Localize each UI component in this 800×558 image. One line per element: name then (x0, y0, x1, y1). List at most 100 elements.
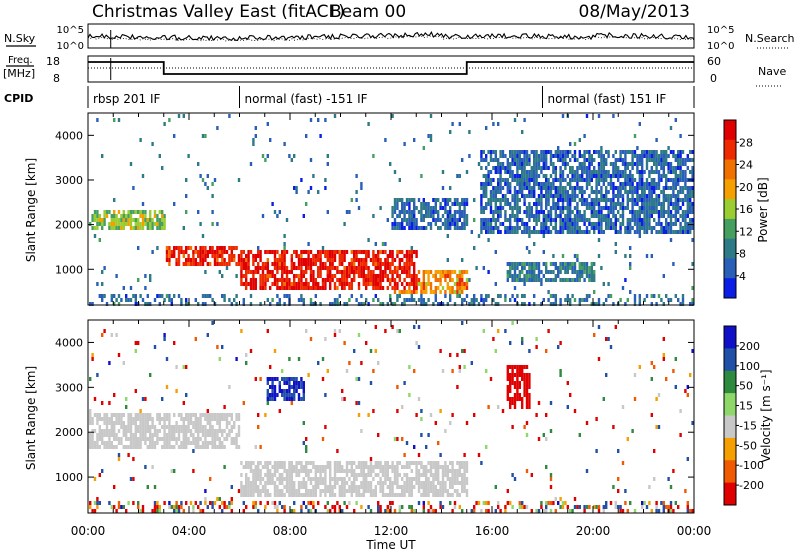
heatmap-cell (495, 206, 497, 210)
heatmap-cell (274, 282, 276, 286)
heatmap-cell (415, 465, 417, 469)
heatmap-cell (223, 262, 225, 266)
heatmap-cell (653, 477, 655, 481)
heatmap-cell (127, 218, 129, 222)
heatmap-cell (677, 150, 679, 154)
heatmap-cell (322, 266, 324, 270)
heatmap-cell (199, 437, 201, 441)
heatmap-cell (257, 254, 259, 258)
heatmap-cell (641, 202, 643, 206)
heatmap-cell (411, 469, 413, 473)
heatmap-cell (658, 393, 660, 397)
heatmap-cell (480, 294, 482, 298)
heatmap-cell (526, 381, 528, 385)
heatmap-cell (353, 469, 355, 473)
heatmap-cell (663, 501, 665, 505)
heatmap-cell (528, 349, 530, 353)
heatmap-cell (639, 218, 641, 222)
heatmap-cell (615, 222, 617, 226)
heatmap-cell (389, 254, 391, 258)
heatmap-cell (173, 134, 175, 138)
heatmap-cell (684, 230, 686, 234)
heatmap-cell (677, 206, 679, 210)
heatmap-cell (665, 210, 667, 214)
heatmap-cell (384, 509, 386, 513)
heatmap-cell (135, 210, 137, 214)
heatmap-cell (651, 254, 653, 258)
heatmap-cell (363, 258, 365, 262)
heatmap-cell (130, 218, 132, 222)
heatmap-cell (571, 278, 573, 282)
heatmap-cell (391, 489, 393, 493)
heatmap-cell (653, 206, 655, 210)
heatmap-cell (339, 465, 341, 469)
heatmap-cell (581, 154, 583, 158)
heatmap-cell (259, 501, 261, 505)
heatmap-cell (235, 357, 237, 361)
heatmap-cell (387, 254, 389, 258)
heatmap-cell (569, 226, 571, 230)
heatmap-cell (634, 178, 636, 182)
heatmap-cell (622, 162, 624, 166)
heatmap-cell (463, 270, 465, 274)
heatmap-cell (569, 194, 571, 198)
heatmap-cell (211, 441, 213, 445)
heatmap-cell (540, 501, 542, 505)
heatmap-cell (91, 421, 93, 425)
heatmap-cell (569, 202, 571, 206)
heatmap-cell (562, 114, 564, 118)
heatmap-cell (408, 286, 410, 290)
heatmap-cell (295, 377, 297, 381)
heatmap-cell (543, 250, 545, 254)
heatmap-cell (610, 294, 612, 298)
heatmap-cell (149, 429, 151, 433)
heatmap-cell (449, 218, 451, 222)
heatmap-cell (267, 262, 269, 266)
heatmap-cell (514, 381, 516, 385)
heatmap-cell (103, 214, 105, 218)
heatmap-cell (199, 246, 201, 250)
heatmap-cell (353, 477, 355, 481)
heatmap-cell (185, 250, 187, 254)
heatmap-cell (651, 186, 653, 190)
heatmap-cell (430, 469, 432, 473)
heatmap-cell (631, 202, 633, 206)
heatmap-cell (663, 202, 665, 206)
heatmap-cell (516, 230, 518, 234)
heatmap-cell (447, 222, 449, 226)
heatmap-cell (312, 274, 314, 278)
heatmap-cell (113, 210, 115, 214)
heatmap-cell (591, 270, 593, 274)
heatmap-cell (684, 178, 686, 182)
heatmap-cell (687, 198, 689, 202)
noise-left-tick-top: 10^5 (57, 25, 84, 36)
heatmap-cell (267, 477, 269, 481)
heatmap-cell (413, 266, 415, 270)
heatmap-cell (394, 465, 396, 469)
heatmap-cell (389, 270, 391, 274)
heatmap-cell (538, 214, 540, 218)
heatmap-cell (245, 485, 247, 489)
heatmap-cell (101, 154, 103, 158)
heatmap-cell (576, 274, 578, 278)
heatmap-cell (199, 174, 201, 178)
heatmap-cell (605, 190, 607, 194)
heatmap-cell (372, 369, 374, 373)
heatmap-cell (675, 357, 677, 361)
heatmap-cell (456, 473, 458, 477)
heatmap-cell (557, 146, 559, 150)
heatmap-cell (507, 274, 509, 278)
heatmap-cell (502, 409, 504, 413)
heatmap-cell (346, 274, 348, 278)
heatmap-cell (691, 238, 693, 242)
heatmap-cell (456, 210, 458, 214)
heatmap-cell (279, 389, 281, 393)
heatmap-cell (521, 373, 523, 377)
heatmap-cell (497, 214, 499, 218)
heatmap-cell (586, 202, 588, 206)
heatmap-cell (547, 150, 549, 154)
heatmap-cell (627, 150, 629, 154)
heatmap-cell (552, 194, 554, 198)
heatmap-cell (622, 206, 624, 210)
